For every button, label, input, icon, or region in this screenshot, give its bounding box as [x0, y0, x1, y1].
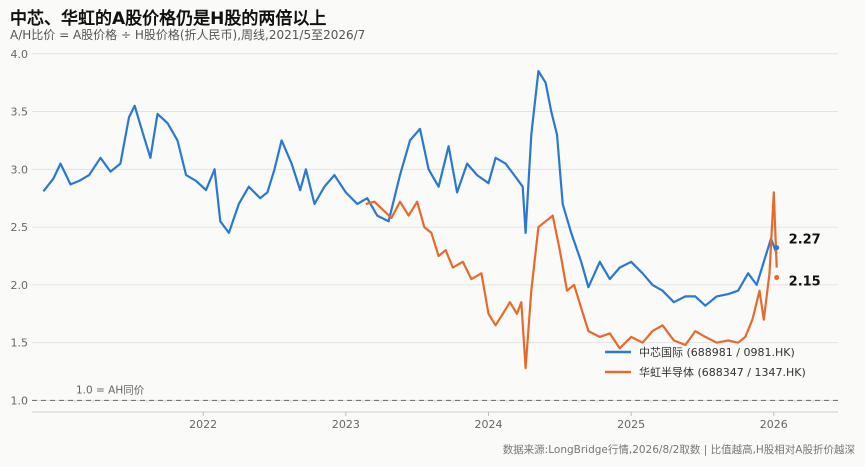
source-note: 数据来源:LongBridge行情,2026/8/2取数 | 比值越高,H股相对…: [502, 444, 855, 456]
x-tick-label: 2023: [332, 418, 360, 431]
x-tick-label: 2025: [617, 418, 645, 431]
y-tick-label: 2.5: [11, 221, 29, 234]
y-tick-label: 1.5: [11, 337, 29, 350]
y-axis-ticks: 1.0 1.5 2.0 2.5 3.0 3.5 4.0: [11, 48, 29, 408]
series-line-1: [365, 191, 778, 370]
legend-label-1: 华虹半导体 (688347 / 1347.HK): [639, 365, 806, 379]
series-end-dot-1: [774, 275, 780, 281]
chart-subtitle: A/H比价 = A股价格 ÷ H股价格(折人民币),周线,2021/5至2026…: [10, 28, 366, 42]
legend-label-0: 中芯国际 (688981 / 0981.HK): [639, 345, 795, 359]
y-tick-label: 3.5: [11, 106, 29, 119]
series-end-label-1: 2.15: [789, 275, 821, 290]
series-end-dot-0: [774, 245, 780, 251]
grid-lines: [32, 53, 838, 413]
x-tick-label: 2026: [760, 418, 788, 431]
x-tick-label: 2024: [474, 418, 502, 431]
end-labels: 2.27 2.15: [774, 233, 821, 290]
legend: 中芯国际 (688981 / 0981.HK) 华虹半导体 (688347 / 1…: [605, 345, 806, 379]
reference-line-group: 1.0 = AH同价: [32, 384, 838, 402]
series-end-label-0: 2.27: [789, 233, 821, 248]
x-axis-ticks: 2022 2023 2024 2025 2026: [189, 412, 788, 431]
chart-title: 中芯、华虹的A股价格仍是H股的两倍以上: [10, 9, 327, 29]
y-tick-label: 1.0: [11, 394, 29, 407]
reference-line-label: 1.0 = AH同价: [76, 384, 145, 396]
series-line-0: [42, 70, 778, 307]
y-tick-label: 4.0: [11, 48, 29, 61]
y-tick-label: 2.0: [11, 279, 29, 292]
series-group: [42, 70, 778, 370]
y-tick-label: 3.0: [11, 163, 29, 176]
x-tick-label: 2022: [189, 418, 217, 431]
